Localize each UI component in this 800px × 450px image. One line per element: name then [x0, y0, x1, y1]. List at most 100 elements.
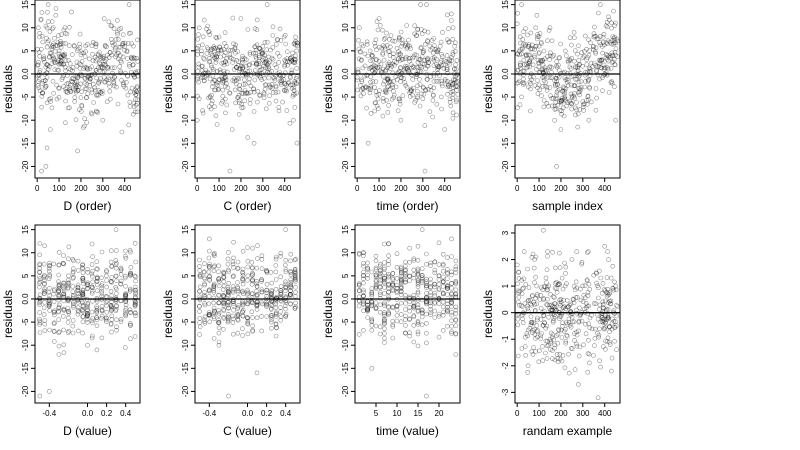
data-point — [567, 35, 573, 41]
data-point — [250, 323, 255, 329]
data-point — [236, 93, 242, 98]
data-point — [609, 326, 615, 332]
data-point — [447, 58, 452, 64]
data-point — [365, 308, 370, 313]
x-tick-label: 400 — [598, 409, 612, 418]
data-point — [445, 323, 450, 329]
data-point — [80, 276, 85, 281]
data-point — [79, 89, 84, 94]
data-point — [542, 56, 548, 62]
data-point — [253, 50, 258, 56]
data-point — [94, 315, 99, 321]
x-tick-label: 200 — [554, 184, 568, 193]
data-point — [609, 38, 615, 44]
data-point — [582, 306, 587, 312]
data-point — [226, 316, 231, 322]
data-point — [552, 82, 558, 87]
data-point — [37, 30, 43, 36]
data-point — [98, 90, 103, 95]
data-point — [428, 284, 433, 290]
data-point — [571, 331, 577, 336]
data-point — [287, 59, 292, 65]
data-point — [237, 100, 242, 106]
data-point — [256, 61, 262, 67]
data-point — [251, 86, 256, 92]
x-tick-label: 5 — [374, 409, 379, 418]
data-point — [454, 97, 459, 103]
data-point — [448, 103, 454, 109]
data-point — [245, 301, 251, 307]
data-point — [576, 318, 582, 324]
data-point — [283, 313, 288, 319]
data-point — [128, 287, 133, 293]
data-point — [288, 75, 293, 80]
y-tick-label: 0.0 — [181, 68, 190, 80]
data-point — [519, 51, 524, 57]
data-point — [226, 250, 231, 255]
data-point — [403, 292, 408, 298]
data-point — [575, 65, 581, 71]
data-point — [435, 47, 441, 53]
data-point — [46, 302, 52, 308]
data-point — [133, 102, 139, 108]
data-point — [611, 35, 617, 41]
data-point — [264, 66, 270, 71]
data-point — [85, 307, 90, 313]
data-point — [382, 276, 387, 281]
data-point — [89, 318, 95, 324]
data-point — [390, 304, 396, 310]
data-point — [47, 127, 53, 132]
data-point — [415, 297, 421, 303]
data-point — [231, 286, 236, 292]
data-point — [201, 55, 206, 61]
data-point — [407, 245, 412, 251]
data-point — [562, 260, 567, 266]
data-point — [216, 86, 222, 92]
data-point — [213, 52, 218, 57]
data-point — [449, 301, 454, 306]
data-point — [529, 254, 535, 260]
data-point — [550, 250, 555, 255]
data-point — [437, 43, 443, 49]
y-tick-label: 15 — [341, 225, 350, 234]
data-point — [415, 83, 420, 88]
data-point — [432, 259, 438, 265]
data-point — [80, 262, 85, 268]
data-point — [94, 305, 100, 311]
data-point — [223, 59, 228, 65]
data-point — [104, 268, 109, 273]
data-point — [415, 26, 421, 32]
data-point — [287, 292, 293, 297]
data-point — [288, 284, 293, 290]
data-point — [432, 301, 438, 306]
data-point — [45, 2, 51, 7]
data-point — [563, 53, 569, 59]
data-point — [603, 338, 608, 344]
data-point — [202, 320, 208, 326]
data-point — [415, 331, 421, 337]
data-point — [608, 54, 613, 60]
data-point — [530, 327, 536, 333]
data-point — [128, 249, 133, 255]
data-point — [253, 54, 258, 59]
data-point — [583, 321, 588, 327]
data-point — [575, 64, 580, 69]
data-point — [453, 331, 459, 336]
data-point — [356, 37, 361, 43]
data-point — [384, 76, 390, 82]
data-point — [387, 44, 393, 50]
data-point — [128, 310, 133, 315]
data-point — [550, 356, 555, 362]
data-point — [115, 18, 120, 23]
data-point — [283, 288, 288, 294]
data-point — [424, 393, 429, 399]
data-point — [587, 66, 593, 72]
data-point — [367, 87, 373, 93]
data-point — [605, 38, 611, 44]
data-point — [85, 307, 90, 313]
data-point — [119, 266, 124, 272]
data-point — [368, 83, 374, 89]
data-point — [85, 91, 90, 96]
data-point — [398, 268, 404, 274]
data-point — [529, 42, 535, 48]
